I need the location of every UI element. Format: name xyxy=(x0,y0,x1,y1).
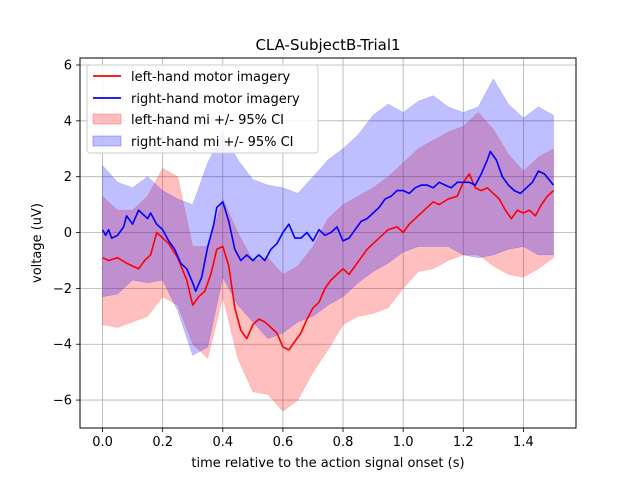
left-hand-ci-band xyxy=(102,112,554,412)
plot-frame xyxy=(79,57,577,429)
axis-ticks: 0.0 0.2 0.4 0.6 0.8 1.0 1.2 1.4 −6 −4 −2 0 2 4 6 xyxy=(53,58,534,450)
y-tick-label: 2 xyxy=(64,170,72,185)
right-hand-line xyxy=(101,150,555,293)
x-tick-label: 1.4 xyxy=(513,435,534,450)
y-axis-label: voltage (uV) xyxy=(30,203,45,283)
legend-swatch-right-ci xyxy=(92,135,122,147)
y-tick-label: −2 xyxy=(53,282,72,297)
y-tick-label: −6 xyxy=(53,394,72,409)
legend-label-left-ci: left-hand mi +/- 95% CI xyxy=(131,113,284,128)
x-tick-label: 1.0 xyxy=(393,435,414,450)
x-tick-label: 0.4 xyxy=(212,435,233,450)
legend-swatch-left-ci xyxy=(92,113,122,125)
x-tick-label: 0.6 xyxy=(273,435,294,450)
x-tick-label: 0.0 xyxy=(92,435,113,450)
y-tick-label: 4 xyxy=(64,114,72,129)
legend-box xyxy=(86,64,319,154)
y-tick-label: 6 xyxy=(64,58,72,73)
legend-label-left-line: left-hand motor imagery xyxy=(131,70,291,85)
x-tick-label: 0.8 xyxy=(333,435,354,450)
x-axis-label: time relative to the action signal onset… xyxy=(191,456,464,471)
legend-label-right-ci: right-hand mi +/- 95% CI xyxy=(131,135,294,150)
legend: left-hand motor imagery right-hand motor… xyxy=(86,64,319,154)
x-tick-label: 0.2 xyxy=(152,435,173,450)
y-tick-label: 0 xyxy=(64,226,72,241)
y-tick-label: −4 xyxy=(53,338,72,353)
series-lines xyxy=(101,150,555,351)
left-hand-line xyxy=(102,173,555,351)
chart-title: CLA-SubjectB-Trial1 xyxy=(255,36,400,54)
legend-label-right-line: right-hand motor imagery xyxy=(131,92,300,107)
x-tick-label: 1.2 xyxy=(453,435,474,450)
